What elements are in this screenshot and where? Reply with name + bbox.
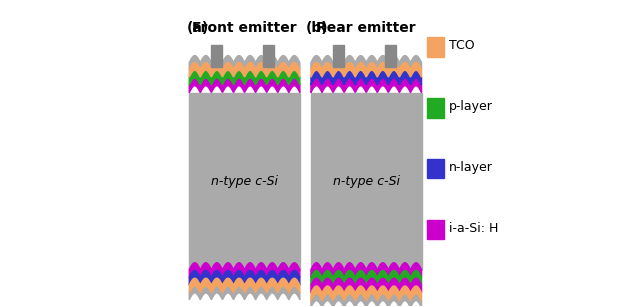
Text: n-layer: n-layer [450, 161, 493, 174]
Polygon shape [311, 278, 422, 293]
Text: Front emitter: Front emitter [193, 21, 297, 35]
FancyBboxPatch shape [427, 159, 444, 178]
Polygon shape [311, 263, 422, 278]
Bar [211, 45, 222, 67]
Text: Rear emitter: Rear emitter [316, 21, 416, 35]
Polygon shape [311, 56, 422, 69]
Polygon shape [311, 78, 422, 93]
FancyBboxPatch shape [427, 220, 444, 239]
Text: (a): (a) [187, 21, 209, 35]
Bar [263, 45, 274, 67]
Text: p-layer: p-layer [450, 100, 493, 113]
Text: i-a-Si: H: i-a-Si: H [450, 222, 498, 235]
Polygon shape [189, 263, 300, 278]
Polygon shape [189, 56, 300, 69]
Text: (b): (b) [305, 21, 328, 35]
Polygon shape [189, 278, 300, 293]
Polygon shape [189, 70, 300, 85]
Polygon shape [189, 270, 300, 285]
Bar [385, 45, 396, 67]
FancyBboxPatch shape [427, 98, 444, 118]
Text: n-type c-Si: n-type c-Si [333, 175, 400, 188]
Bar [189, 93, 300, 270]
Bar [333, 45, 344, 67]
Text: TCO: TCO [450, 39, 475, 52]
Bar [311, 93, 422, 270]
Polygon shape [189, 286, 300, 300]
Polygon shape [311, 70, 422, 85]
Polygon shape [311, 286, 422, 301]
Text: n-type c-Si: n-type c-Si [211, 175, 278, 188]
Polygon shape [189, 78, 300, 93]
Polygon shape [311, 63, 422, 77]
Polygon shape [311, 294, 422, 307]
Polygon shape [189, 63, 300, 77]
Polygon shape [311, 270, 422, 285]
FancyBboxPatch shape [427, 37, 444, 57]
